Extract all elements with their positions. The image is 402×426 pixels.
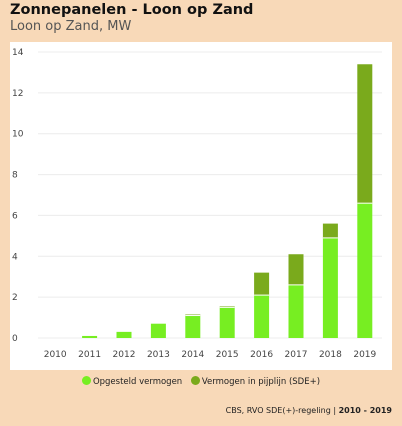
legend-item-pijplijn[interactable]: Vermogen in pijplijn (SDE+) [190,376,321,387]
source-note: CBS, RVO SDE(+)-regeling | 2010 - 2019 [226,406,392,415]
legend-label-pijplijn: Vermogen in pijplijn (SDE+) [201,377,321,387]
bar-pijplijn-2015 [219,306,235,308]
legend-swatch-opgesteld [81,376,91,385]
x-tick-label: 2016 [250,350,273,360]
x-tick-label: 2011 [78,350,101,360]
y-tick-label: 0 [12,334,18,344]
x-tick-label: 2019 [353,350,376,360]
chart-subtitle: Loon op Zand, MW [10,19,132,34]
legend: Opgesteld vermogen Vermogen in pijplijn … [0,376,402,387]
y-tick-label: 4 [12,252,18,262]
bar-opgesteld-2013 [150,323,166,338]
legend-item-opgesteld[interactable]: Opgesteld vermogen [81,376,183,387]
bar-pijplijn-2014 [185,314,201,316]
legend-swatch-pijplijn [190,376,200,385]
bar-opgesteld-2014 [185,315,201,338]
y-tick-label: 6 [12,211,18,221]
chart-title: Zonnepanelen - Loon op Zand [10,2,254,18]
y-tick-label: 12 [12,89,23,99]
source-period: 2010 - 2019 [338,406,392,415]
y-tick-label: 2 [12,293,18,303]
x-tick-label: 2015 [216,350,239,360]
bar-opgesteld-2011 [82,335,98,338]
legend-label-opgesteld: Opgesteld vermogen [92,377,183,387]
bar-pijplijn-2017 [288,254,304,285]
x-tick-label: 2010 [44,350,67,360]
x-tick-label: 2018 [319,350,342,360]
x-tick-label: 2012 [113,350,136,360]
bar-chart: 0 2 4 6 8 10 12 14 2010 2011 2012 2013 2014 2015 2016 2… [12,48,382,360]
bar-opgesteld-2015 [219,307,235,338]
bar-pijplijn-2018 [322,223,338,238]
bar-opgesteld-2017 [288,284,304,338]
x-tick-label: 2014 [181,350,204,360]
bar-opgesteld-2012 [116,331,132,338]
bar-opgesteld-2018 [322,237,338,338]
x-tick-label: 2017 [285,350,308,360]
bar-opgesteld-2016 [254,295,270,338]
y-tick-label: 14 [12,48,24,58]
bar-pijplijn-2016 [254,272,270,296]
bar-opgesteld-2019 [357,203,373,338]
y-tick-label: 8 [12,171,18,181]
y-tick-label: 10 [12,130,24,140]
x-tick-label: 2013 [147,350,170,360]
plot-area: 0 2 4 6 8 10 12 14 2010 2011 2012 2013 2014 2015 2016 2… [10,42,392,370]
bar-pijplijn-2019 [357,64,373,204]
source-text: CBS, RVO SDE(+)-regeling | [225,406,337,415]
